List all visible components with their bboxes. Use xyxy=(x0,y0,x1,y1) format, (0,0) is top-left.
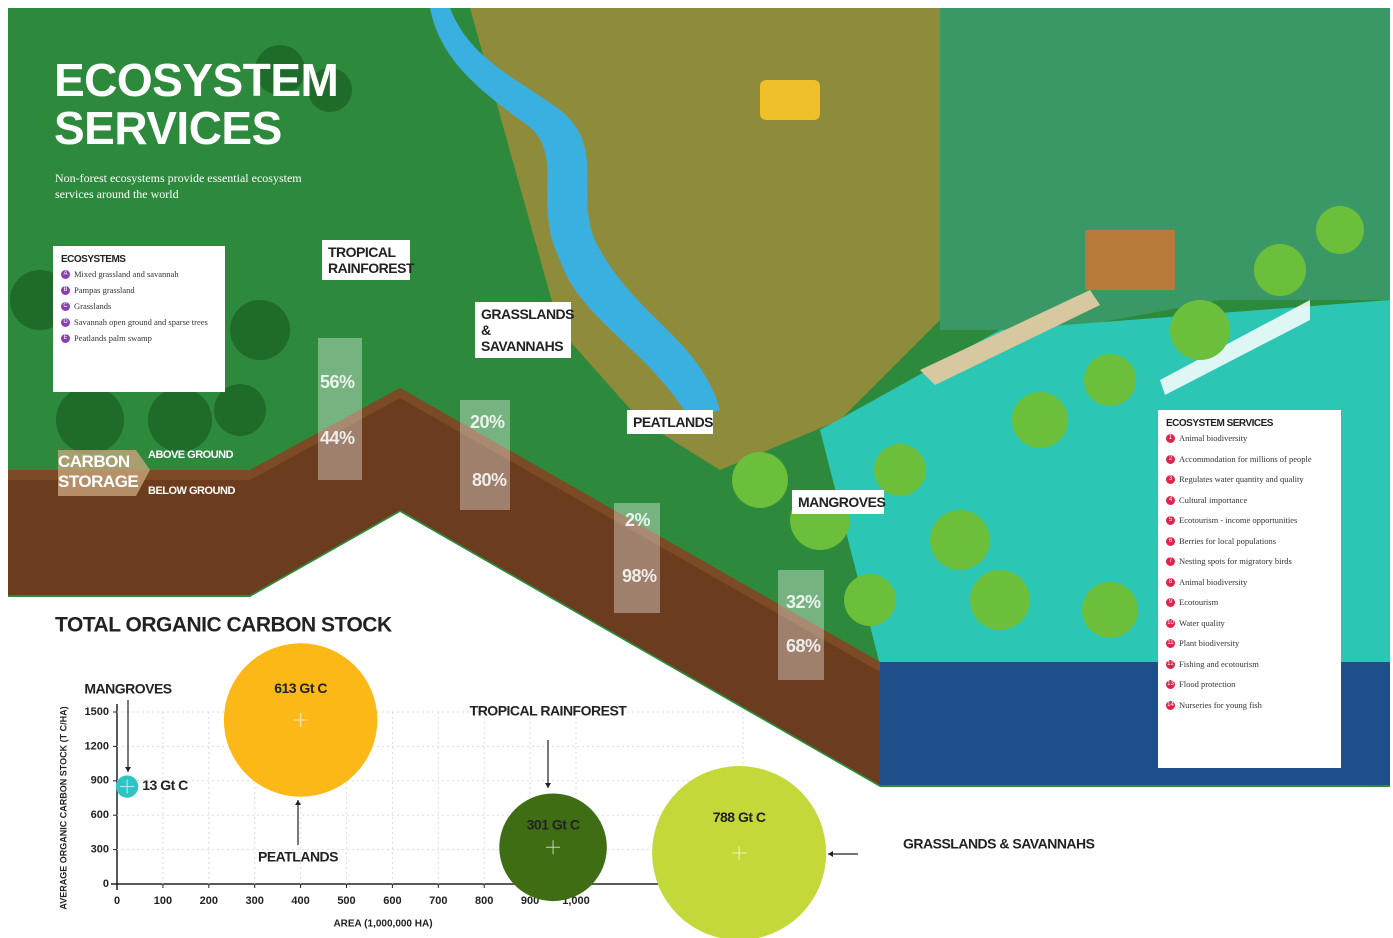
legend-item: 2 Accommodation for millions of people xyxy=(1166,455,1333,467)
legend-marker: 10 xyxy=(1166,619,1175,628)
ecosystem-label: PEATLANDS xyxy=(627,410,713,434)
legend-marker: 13 xyxy=(1166,680,1175,689)
legend-item: 7 Nesting spots for migratory birds xyxy=(1166,557,1333,569)
legend-marker: 7 xyxy=(1166,557,1175,566)
legend-item: 8 Animal biodiversity xyxy=(1166,578,1333,590)
legend-text: Water quality xyxy=(1179,619,1225,628)
legend-text: Animal biodiversity xyxy=(1179,434,1247,443)
below-ground-percent: 98% xyxy=(622,566,657,587)
below-ground-percent: 44% xyxy=(320,428,355,449)
above-ground-percent: 2% xyxy=(625,510,650,531)
legend-item: E Peatlands palm swamp xyxy=(61,334,217,343)
legend-text: Cultural importance xyxy=(1179,496,1247,505)
legend-item: C Grasslands xyxy=(61,302,217,311)
below-ground-percent: 68% xyxy=(786,636,821,657)
below-ground-label: BELOW GROUND xyxy=(148,485,235,497)
legend-text: Mixed grassland and savannah xyxy=(74,270,179,279)
carbon-storage-label: CARBON STORAGE xyxy=(58,452,136,492)
legend-marker: B xyxy=(61,286,70,295)
legend-marker: 4 xyxy=(1166,496,1175,505)
legend-item: 12 Fishing and ecotourism xyxy=(1166,660,1333,672)
legend-marker: 1 xyxy=(1166,434,1175,443)
legend-marker: 5 xyxy=(1166,516,1175,525)
legend-title: ECOSYSTEM SERVICES xyxy=(1166,418,1333,429)
storage-column xyxy=(318,338,362,480)
legend-text: Ecotourism xyxy=(1179,598,1218,607)
legend-item: 4 Cultural importance xyxy=(1166,496,1333,508)
legend-text: Nesting spots for migratory birds xyxy=(1179,557,1292,566)
storage-column xyxy=(778,570,824,680)
legend-marker: 2 xyxy=(1166,455,1175,464)
infographic: ECOSYSTEM SERVICES Non-forest ecosystems… xyxy=(0,0,1393,938)
legend-text: Regulates water quantity and quality xyxy=(1179,475,1304,484)
legend-item: 11 Plant biodiversity xyxy=(1166,639,1333,651)
legend-text: Pampas grassland xyxy=(74,286,135,295)
legend-text: Berries for local populations xyxy=(1179,537,1276,546)
services-legend: ECOSYSTEM SERVICES 1 Animal biodiversity 2… xyxy=(1158,410,1341,768)
legend-item: 1 Animal biodiversity xyxy=(1166,434,1333,446)
subtitle: Non-forest ecosystems provide essential … xyxy=(55,170,305,202)
above-ground-percent: 56% xyxy=(320,372,355,393)
legend-item: 6 Berries for local populations xyxy=(1166,537,1333,549)
legend-item: D Savannah open ground and sparse trees xyxy=(61,318,217,327)
legend-text: Plant biodiversity xyxy=(1179,639,1239,648)
safari-jeep xyxy=(760,80,820,120)
ecosystems-legend: ECOSYSTEMS A Mixed grassland and savannah… xyxy=(53,246,225,392)
legend-item: A Mixed grassland and savannah xyxy=(61,270,217,279)
house xyxy=(1085,230,1175,290)
ecosystem-label: GRASSLANDS & SAVANNAHS xyxy=(475,302,571,358)
below-ground-percent: 80% xyxy=(472,470,507,491)
legend-marker: A xyxy=(61,270,70,279)
legend-marker: 3 xyxy=(1166,475,1175,484)
legend-item: 3 Regulates water quantity and quality xyxy=(1166,475,1333,487)
legend-item: 10 Water quality xyxy=(1166,619,1333,631)
legend-marker: 11 xyxy=(1166,639,1175,648)
legend-text: Flood protection xyxy=(1179,680,1235,689)
legend-text: Peatlands palm swamp xyxy=(74,334,152,343)
legend-marker: 14 xyxy=(1166,701,1175,710)
title: ECOSYSTEM SERVICES xyxy=(54,56,284,152)
legend-title: ECOSYSTEMS xyxy=(61,254,217,265)
legend-text: Ecotourism - income opportunities xyxy=(1179,516,1297,525)
ecosystem-label: TROPICAL RAINFOREST xyxy=(322,240,410,280)
above-ground-label: ABOVE GROUND xyxy=(148,449,233,461)
legend-text: Savannah open ground and sparse trees xyxy=(74,318,208,327)
legend-item: B Pampas grassland xyxy=(61,286,217,295)
ecosystem-label: MANGROVES xyxy=(792,490,884,514)
legend-text: Nurseries for young fish xyxy=(1179,701,1262,710)
legend-item: 9 Ecotourism xyxy=(1166,598,1333,610)
legend-text: Grasslands xyxy=(74,302,111,311)
legend-text: Animal biodiversity xyxy=(1179,578,1247,587)
above-ground-percent: 32% xyxy=(786,592,821,613)
legend-item: 13 Flood protection xyxy=(1166,680,1333,692)
legend-marker: E xyxy=(61,334,70,343)
legend-marker: 9 xyxy=(1166,598,1175,607)
legend-text: Fishing and ecotourism xyxy=(1179,660,1259,669)
legend-marker: D xyxy=(61,318,70,327)
legend-marker: 6 xyxy=(1166,537,1175,546)
legend-marker: 8 xyxy=(1166,578,1175,587)
legend-text: Accommodation for millions of people xyxy=(1179,455,1312,464)
legend-marker: 12 xyxy=(1166,660,1175,669)
legend-marker: C xyxy=(61,302,70,311)
legend-item: 14 Nurseries for young fish xyxy=(1166,701,1333,713)
legend-item: 5 Ecotourism - income opportunities xyxy=(1166,516,1333,528)
above-ground-percent: 20% xyxy=(470,412,505,433)
